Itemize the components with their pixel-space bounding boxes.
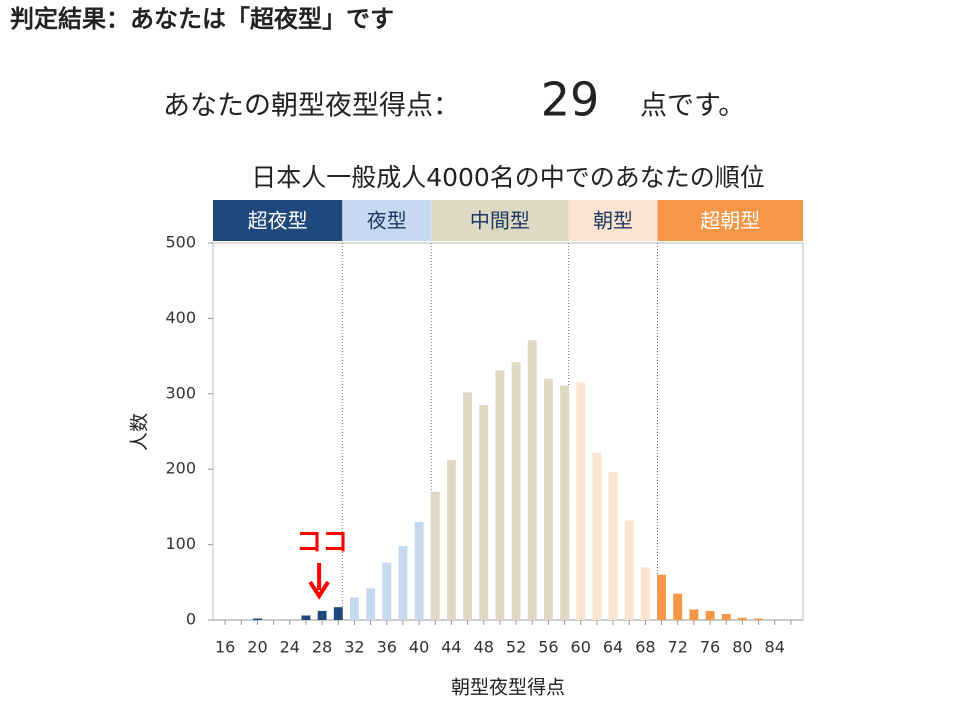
x-tick-label: 64 [603, 638, 623, 657]
plot-frame [212, 242, 804, 621]
band-label: 中間型 [470, 209, 530, 233]
bar [333, 607, 343, 620]
bar [463, 392, 473, 620]
result-title: 判定結果：あなたは「超夜型」です [10, 5, 394, 33]
band-header [568, 200, 658, 241]
bar [366, 588, 376, 620]
bar [398, 546, 408, 620]
y-tick-label: 0 [186, 610, 196, 629]
x-tick-label: 72 [668, 638, 688, 657]
x-tick-label: 32 [344, 638, 364, 657]
score: 29 [541, 73, 600, 127]
bar [446, 460, 456, 620]
bar [511, 362, 521, 620]
bar [705, 610, 715, 620]
x-tick-label: 48 [474, 638, 494, 657]
bar [495, 370, 505, 620]
bar [527, 340, 537, 620]
bar [414, 521, 424, 620]
band-label: 超朝型 [700, 209, 760, 233]
bar [430, 491, 440, 620]
band-label: 夜型 [367, 209, 407, 233]
bar [382, 562, 392, 620]
annotation-arrow-head [308, 580, 330, 600]
y-tick-label: 500 [165, 233, 196, 252]
annotation-label: ココ [296, 528, 348, 558]
x-tick-label: 76 [700, 638, 720, 657]
bar [754, 618, 763, 620]
x-tick-label: 24 [280, 638, 300, 657]
score-prefix: あなたの朝型夜型得点： [163, 91, 460, 122]
bar [479, 405, 489, 620]
band-header [657, 200, 803, 241]
bar [543, 378, 553, 620]
x-tick-label: 52 [506, 638, 526, 657]
bar [689, 609, 699, 620]
bar [592, 452, 602, 620]
band-label: 朝型 [593, 209, 633, 233]
y-tick-label: 100 [165, 534, 196, 553]
band-header [213, 200, 343, 241]
x-tick-label: 56 [538, 638, 558, 657]
score-suffix: 点です。 [640, 91, 745, 122]
x-tick-label: 84 [765, 638, 785, 657]
x-axis-label: 朝型夜型得点 [451, 677, 565, 699]
y-tick-label: 300 [165, 383, 196, 402]
chart-title: 日本人一般成人4000名の中でのあなたの順位 [251, 163, 765, 192]
x-tick-label: 16 [215, 638, 235, 657]
bar [301, 615, 311, 620]
x-tick-label: 44 [441, 638, 461, 657]
x-tick-label: 20 [247, 638, 267, 657]
bar [640, 567, 650, 620]
y-tick-label: 200 [165, 459, 196, 478]
band-label: 超夜型 [248, 209, 308, 233]
bar [560, 385, 570, 620]
x-tick-label: 36 [377, 638, 397, 657]
bar [253, 618, 262, 620]
bar [576, 382, 586, 620]
x-tick-label: 28 [312, 638, 332, 657]
x-tick-label: 80 [732, 638, 752, 657]
bar [657, 574, 667, 620]
x-tick-label: 40 [409, 638, 429, 657]
bar [673, 593, 683, 620]
y-tick-label: 400 [165, 308, 196, 327]
bar [624, 520, 634, 620]
band-header [431, 200, 569, 241]
x-tick-label: 68 [635, 638, 655, 657]
bar [737, 617, 747, 620]
bar [721, 613, 731, 620]
band-header [342, 200, 432, 241]
x-tick-label: 60 [571, 638, 591, 657]
bar [608, 472, 618, 620]
y-axis-label: 人数 [129, 413, 151, 451]
bar [317, 610, 327, 620]
bar [349, 597, 359, 620]
